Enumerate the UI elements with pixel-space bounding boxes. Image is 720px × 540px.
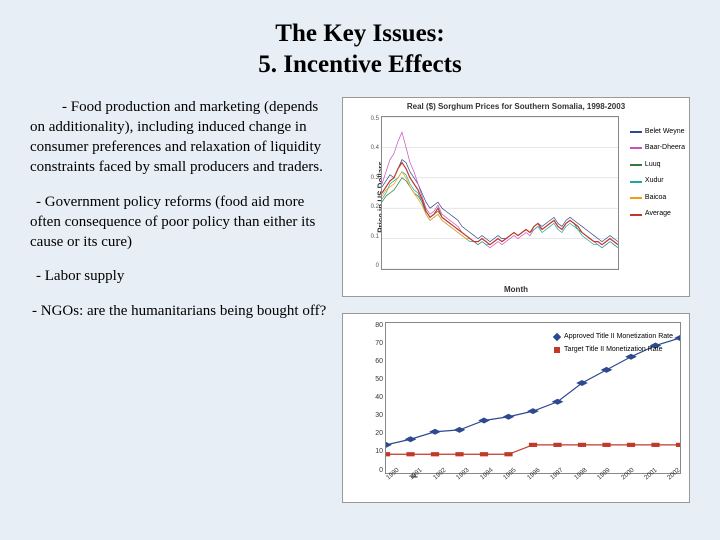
chart1-legend: Belet WeyneBaar-DheeraLuuqXudurBaicoaAve… [630,126,685,226]
chart1-plot [381,116,619,270]
chart2-legend: Approved Title II Monetization RateTarge… [554,332,673,359]
chart1-xlabel: Month [343,285,689,294]
bullets-column: - Food production and marketing (depends… [30,97,330,503]
chart1-yticks: 0.50.40.30.20.10 [363,116,379,270]
chart-sorghum-prices: Real ($) Sorghum Prices for Southern Som… [342,97,690,297]
chart1-title: Real ($) Sorghum Prices for Southern Som… [343,102,689,111]
bullet-1: - Food production and marketing (depends… [30,97,330,178]
title-line-1: The Key Issues: [30,18,690,49]
charts-column: Real ($) Sorghum Prices for Southern Som… [342,97,690,503]
bullet-2: - Government policy reforms (food aid mo… [30,192,330,253]
content-area: - Food production and marketing (depends… [30,97,690,503]
bullet-3: - Labor supply [30,266,330,286]
chart2-xticks: 1990199119921993199419951996199719981999… [385,476,681,498]
slide: The Key Issues: 5. Incentive Effects - F… [0,0,720,540]
title-block: The Key Issues: 5. Incentive Effects [30,18,690,81]
bullet-4: - NGOs: are the humanitarians being boug… [30,301,330,321]
title-line-2: 5. Incentive Effects [30,49,690,80]
chart-monetization-rate: Percent of Title II food aid shipments 8… [342,313,690,503]
chart2-yticks: 80706050403020100 [367,322,383,474]
